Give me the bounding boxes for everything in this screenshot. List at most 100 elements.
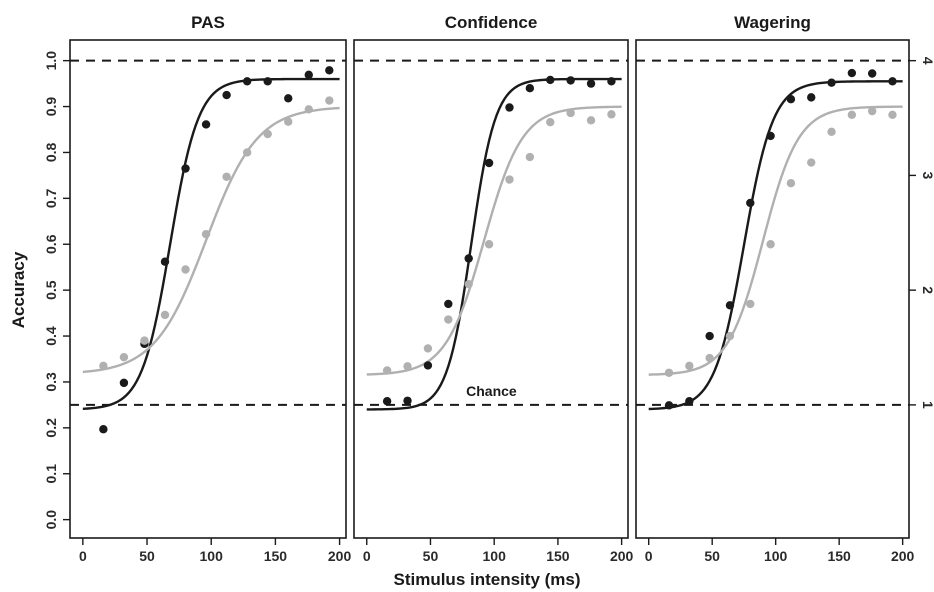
dark-data-point	[382, 397, 392, 406]
x-tick-label: 50	[704, 548, 720, 564]
y-tick-label: 0.6	[43, 234, 59, 254]
dark-data-point	[99, 425, 108, 434]
light-data-point	[546, 117, 555, 127]
x-tick-label: 0	[363, 548, 371, 564]
y-tick-label: 0.0	[43, 510, 59, 530]
dark-data-point	[423, 361, 433, 370]
x-tick-label: 0	[645, 548, 653, 564]
panel-frame	[635, 39, 910, 539]
light-data-point	[263, 129, 272, 139]
dark-data-point	[464, 254, 473, 263]
dark-data-point	[664, 401, 674, 410]
light-data-point	[725, 331, 735, 341]
dark-data-point	[847, 68, 857, 78]
y-axis-right: 1 2 3 4	[909, 57, 934, 409]
dark-data-point	[284, 94, 293, 103]
dark-data-point	[263, 77, 272, 86]
panel-frame	[353, 39, 629, 539]
light-data-point	[847, 110, 857, 120]
dark-data-point	[505, 103, 514, 112]
dark-data-point	[242, 77, 252, 86]
dark-data-point	[119, 378, 129, 388]
light-data-point	[827, 127, 836, 136]
dark-data-point	[705, 331, 714, 341]
y2-tick-label: 2	[920, 286, 934, 294]
dark-data-point	[484, 158, 494, 168]
light-data-point	[201, 229, 211, 239]
dark-data-point	[827, 78, 836, 87]
dark-data-point	[325, 66, 334, 75]
light-data-point	[607, 110, 616, 119]
panel-wagering: Wagering 0 50 100 150 200	[635, 13, 915, 564]
light-data-point	[867, 106, 877, 116]
x-tick-label: 100	[200, 548, 224, 564]
panel-title: Confidence	[445, 13, 538, 32]
dark-data-point	[444, 299, 453, 309]
dark-data-point	[586, 79, 596, 88]
dark-data-point	[566, 76, 575, 85]
dark-fit-curve	[82, 77, 340, 410]
x-tick-label: 100	[483, 548, 507, 564]
dark-data-point	[181, 164, 190, 173]
dark-data-point	[403, 396, 412, 405]
light-data-point	[464, 279, 473, 289]
y-tick-label: 0.7	[43, 188, 59, 208]
chance-annotation: Chance	[466, 383, 517, 399]
light-data-point	[140, 336, 149, 345]
light-data-point	[888, 110, 897, 120]
dark-data-point	[725, 301, 735, 310]
light-data-point	[99, 361, 108, 371]
light-data-point	[444, 315, 453, 324]
dark-fit-curve	[648, 80, 903, 411]
dark-data-point	[786, 95, 796, 104]
y-axis-left: 0.0 0.1 0.2 0.3 0.4 0.5 0.6 0.7 0.8 0.9 1.0	[43, 51, 70, 530]
y-tick-label: 0.8	[43, 143, 59, 163]
x-tick-label: 200	[891, 548, 915, 564]
light-data-point	[586, 116, 596, 125]
dark-data-point	[525, 83, 535, 93]
light-data-point	[382, 366, 392, 375]
light-data-point	[423, 344, 433, 353]
dark-data-point	[766, 131, 775, 141]
light-data-point	[484, 240, 494, 249]
light-data-point	[505, 175, 514, 184]
y-axis-label: Accuracy	[9, 251, 28, 328]
light-data-point	[304, 105, 313, 114]
light-data-point	[786, 179, 796, 188]
y-tick-label: 0.4	[43, 326, 59, 346]
light-fit-curve	[82, 106, 340, 374]
dark-data-point	[201, 120, 211, 129]
x-tick-label: 200	[328, 548, 352, 564]
x-tick-label: 100	[764, 548, 788, 564]
x-tick-label: 150	[827, 548, 851, 564]
dark-data-point	[222, 90, 231, 100]
y-tick-label: 0.9	[43, 97, 59, 117]
panels-layer: PAS 0 50 100 150 200 Confidence Chance 0 50 100 150…	[69, 13, 915, 564]
panel-title: Wagering	[734, 13, 811, 32]
light-data-point	[746, 299, 755, 309]
light-fit-curve	[366, 105, 622, 376]
y-tick-label: 0.2	[43, 418, 59, 438]
light-data-point	[525, 152, 535, 162]
panel-title: PAS	[191, 13, 225, 32]
x-tick-label: 150	[264, 548, 288, 564]
dark-data-point	[685, 397, 694, 406]
dark-data-point	[867, 69, 877, 78]
y2-tick-label: 1	[920, 401, 934, 409]
y-tick-label: 0.1	[43, 464, 59, 484]
dark-data-point	[546, 75, 555, 85]
dark-data-point	[746, 198, 755, 208]
x-tick-label: 200	[610, 548, 634, 564]
light-data-point	[807, 158, 816, 167]
dark-data-point	[807, 93, 816, 102]
light-data-point	[181, 265, 190, 274]
y-tick-label: 0.3	[43, 372, 59, 392]
light-data-point	[242, 148, 252, 157]
dark-fit-curve	[366, 77, 622, 411]
y2-tick-label: 3	[920, 172, 934, 180]
light-data-point	[284, 117, 293, 126]
panel-confidence: Confidence Chance 0 50 100 150 200	[353, 13, 634, 564]
light-data-point	[766, 240, 775, 249]
x-tick-label: 50	[423, 548, 439, 564]
